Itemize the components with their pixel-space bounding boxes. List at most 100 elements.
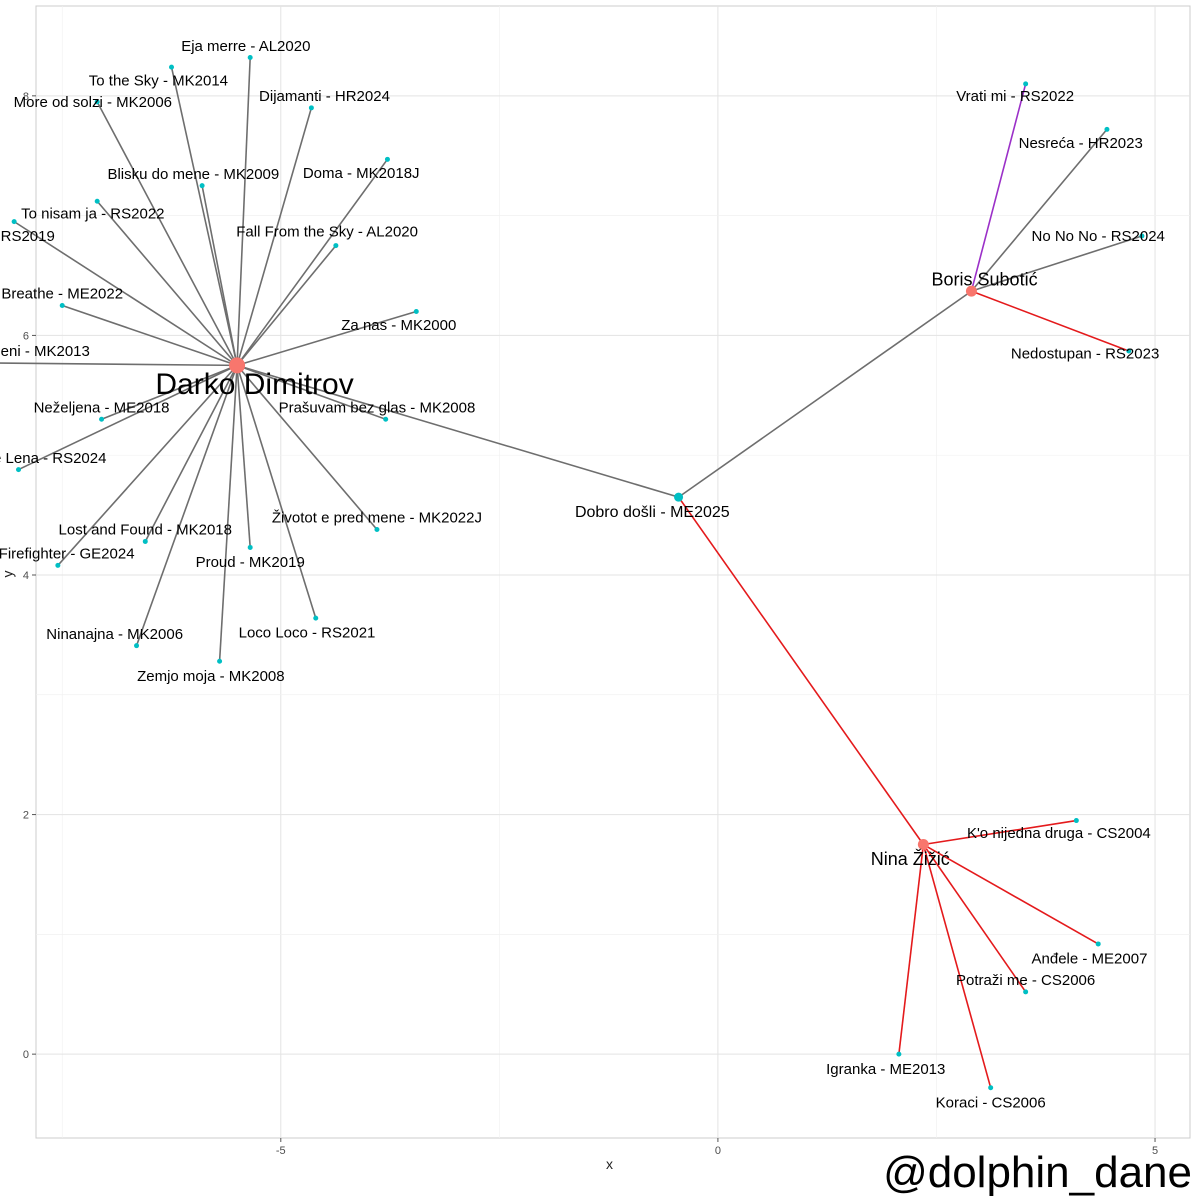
node-s15[interactable] [16, 467, 22, 473]
label-s1: Eja merre - AL2020 [181, 38, 310, 55]
label-s28: Anđele - ME2007 [1032, 951, 1148, 968]
node-nina[interactable] [917, 839, 929, 851]
edge-darko-s22 [218, 365, 238, 662]
node-s6[interactable] [199, 183, 205, 189]
watermark-handle: @dolphin_dane [883, 1148, 1192, 1197]
label-s25: No No No - RS2024 [1032, 228, 1165, 245]
label-boris: Boris Subotić [932, 269, 1038, 289]
edge-darko-s12 [0, 362, 238, 367]
node-s24[interactable] [1104, 126, 1110, 132]
node-darko[interactable] [229, 357, 246, 374]
edge-darko-s15 [18, 364, 238, 471]
edge-darko-s11 [236, 310, 417, 367]
node-s5[interactable] [384, 156, 390, 162]
node-s10[interactable] [59, 302, 65, 308]
edge-darko-s21 [135, 365, 238, 646]
label-s3: More od solzi - MK2006 [14, 94, 172, 111]
edges [0, 57, 1143, 1088]
node-s7[interactable] [94, 198, 100, 204]
node-s22[interactable] [217, 658, 223, 664]
node-boris[interactable] [965, 285, 977, 297]
edge-darko-s10 [61, 304, 238, 367]
axis-ticks: -5 0 5 0 2 4 6 8 [23, 91, 1158, 1157]
edge-nina-s28 [922, 843, 1099, 945]
edge-boris-s26 [971, 290, 1130, 352]
edge-boris-dobro [678, 290, 972, 498]
label-s8: Kruna - RS2019 [0, 228, 55, 245]
label-s18: Proud - MK2019 [196, 554, 305, 571]
node-s28[interactable] [1095, 941, 1101, 947]
node-s25[interactable] [1139, 233, 1145, 239]
nodes [11, 55, 1145, 1091]
label-s30: Igranka - ME2013 [826, 1061, 945, 1078]
node-s14[interactable] [383, 416, 389, 422]
edge-nina-s31 [922, 844, 992, 1088]
y-tick-label: 4 [23, 570, 29, 582]
edge-boris-s24 [970, 128, 1108, 292]
x-tick-label: -5 [276, 1145, 286, 1157]
label-s9: Fall From the Sky - AL2020 [236, 223, 418, 240]
node-s11[interactable] [413, 308, 419, 314]
node-s23[interactable] [1023, 81, 1029, 87]
label-s24: Nesreća - HR2023 [1019, 135, 1143, 152]
node-dobro[interactable] [674, 492, 684, 502]
edge-darko-s6 [201, 185, 238, 366]
edge-nina-s30 [898, 844, 925, 1055]
node-s26[interactable] [1126, 348, 1132, 354]
edge-darko-s7 [96, 200, 238, 366]
label-s21: Ninanajna - MK2006 [46, 626, 183, 643]
node-s2[interactable] [169, 64, 175, 70]
y-tick-label: 0 [23, 1049, 29, 1061]
edge-nina-s27 [923, 819, 1077, 846]
edge-darko-dobro [236, 364, 679, 498]
node-s9[interactable] [333, 243, 339, 249]
node-s1[interactable] [247, 55, 253, 61]
label-s29: Potraži me - CS2006 [956, 972, 1095, 989]
edge-darko-s4 [236, 107, 313, 366]
label-s14: Prašuvam bez glas - MK2008 [279, 400, 476, 417]
node-s27[interactable] [1073, 818, 1079, 824]
label-s12: Pred da se razdeni - MK2013 [0, 343, 90, 360]
edge-darko-s17 [144, 364, 238, 542]
node-s4[interactable] [308, 105, 314, 111]
grid [36, 6, 1190, 1138]
node-s8[interactable] [11, 219, 17, 225]
label-s6: Blisku do mene - MK2009 [107, 166, 279, 183]
edge-darko-s14 [236, 364, 386, 421]
y-axis-title: y [0, 570, 16, 578]
label-s16: Životot e pred mene - MK2022J [272, 510, 482, 527]
y-tick-label: 2 [23, 810, 29, 822]
node-s30[interactable] [896, 1051, 902, 1057]
label-s11: Za nas - MK2000 [341, 317, 456, 334]
node-s3[interactable] [94, 99, 100, 105]
edge-darko-s5 [236, 158, 389, 366]
label-darko: Darko Dimitrov [155, 368, 353, 401]
edge-boris-s25 [971, 235, 1143, 292]
node-s17[interactable] [142, 538, 148, 544]
y-tick-label: 8 [23, 91, 29, 103]
node-s29[interactable] [1023, 989, 1029, 995]
label-s27: K'o nijedna druga - CS2004 [967, 825, 1151, 842]
edge-nina-s29 [922, 844, 1027, 993]
label-s26: Nedostupan - RS2023 [1011, 346, 1159, 363]
node-s21[interactable] [134, 643, 140, 649]
node-s18[interactable] [247, 544, 253, 550]
plot-panel [35, 5, 1191, 1139]
node-s16[interactable] [374, 526, 380, 532]
node-s20[interactable] [313, 615, 319, 621]
label-s5: Doma - MK2018J [303, 165, 420, 182]
x-tick-label: 0 [715, 1145, 721, 1157]
edge-darko-s9 [236, 245, 337, 366]
node-s31[interactable] [988, 1085, 994, 1091]
node-s13[interactable] [99, 416, 105, 422]
label-s10: Breathe - ME2022 [1, 286, 123, 303]
edge-darko-s3 [96, 101, 238, 366]
label-s19: Firefighter - GE2024 [0, 546, 135, 563]
node-s19[interactable] [55, 562, 61, 568]
edge-darko-s16 [236, 364, 378, 530]
label-s13: Neželjena - ME2018 [34, 400, 170, 417]
edge-darko-s18 [236, 365, 251, 548]
edge-darko-s20 [236, 365, 317, 619]
label-s20: Loco Loco - RS2021 [239, 625, 376, 642]
